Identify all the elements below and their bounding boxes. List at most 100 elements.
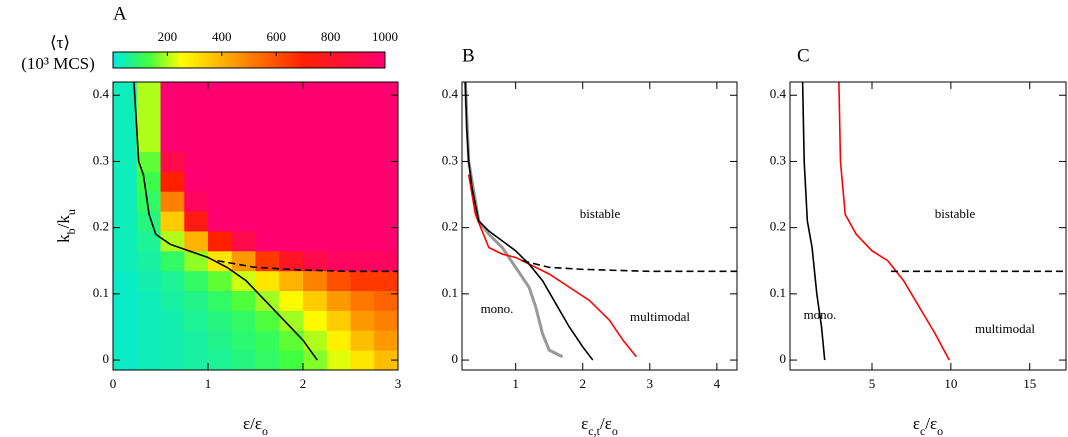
panel-title: A (113, 3, 127, 24)
label-subscript: c (920, 424, 925, 437)
heatmap-cell (350, 310, 375, 331)
x-tick-label: 2 (579, 376, 586, 391)
heatmap-cell (160, 151, 185, 172)
y-tick-label: 0.3 (770, 152, 786, 167)
heatmap-cell (303, 191, 328, 212)
heatmap-cell (113, 230, 138, 252)
heatmap-cell (136, 111, 161, 133)
heatmap-cell (374, 151, 398, 172)
colorbar-tick-label: 800 (321, 29, 341, 44)
x-tick-label: 3 (647, 376, 654, 391)
label-part: ε (581, 414, 588, 433)
y-tick-label: 0.2 (93, 219, 109, 234)
heatmap-cell (231, 230, 256, 252)
heatmap-cell (303, 350, 328, 370)
x-tick-label: 3 (395, 376, 402, 391)
heatmap-cell (279, 350, 304, 370)
heatmap-cell (374, 171, 398, 192)
heatmap-cell (136, 171, 161, 192)
label-subscript: u (64, 209, 78, 215)
heatmap-cell (160, 290, 185, 311)
heatmap-cell (184, 191, 209, 212)
heatmap-cell (113, 151, 138, 172)
heatmap-cell (208, 171, 233, 192)
heatmap-cell (255, 171, 280, 192)
plot-frame (112, 81, 399, 371)
heatmap-cell (350, 350, 375, 370)
y-tick-label: 0 (103, 351, 110, 366)
heatmap-cell (231, 82, 256, 113)
heatmap-cell (113, 191, 138, 212)
heatmap-cell (160, 310, 185, 331)
heatmap-cell (326, 230, 351, 252)
heatmap-cell (374, 310, 398, 331)
heatmap-cell (255, 131, 280, 153)
heatmap-cell (255, 191, 280, 212)
heatmap-cell (208, 270, 233, 292)
heatmap-cell (184, 211, 209, 232)
colorbar-tick-label: 1000 (372, 29, 398, 44)
heatmap-cell (303, 151, 328, 172)
label-subscript: b (64, 228, 78, 234)
heatmap-cell (350, 250, 375, 272)
heatmap-cell (136, 131, 161, 153)
plot-frame (461, 81, 738, 371)
label-subscript: o (612, 424, 618, 437)
label-part: ε/ε (243, 414, 262, 433)
heatmap-cell (231, 191, 256, 212)
heatmap-cell (326, 191, 351, 212)
heatmap-cell (303, 131, 328, 153)
heatmap-cell (208, 350, 233, 370)
heatmap-cell (374, 250, 398, 272)
heatmap-cell (279, 211, 304, 232)
plot-frame (789, 81, 1067, 371)
colorbar-label: (10³ MCS) (21, 54, 95, 73)
heatmap-cell (184, 171, 209, 192)
heatmap-cell (255, 230, 280, 252)
heatmap-cell (255, 270, 280, 292)
colorbar-tick-label: 400 (212, 29, 232, 44)
heatmap-cell (136, 230, 161, 252)
heatmap-cell (208, 310, 233, 331)
panel-title: B (462, 45, 475, 66)
heatmap-cell (303, 171, 328, 192)
heatmap-cell (231, 290, 256, 311)
heatmap-cell (231, 330, 256, 351)
line (217, 259, 398, 273)
heatmap-cell (374, 191, 398, 212)
heatmap-cell (160, 230, 185, 252)
heatmap-cell (184, 350, 209, 370)
line (522, 259, 737, 273)
heatmap-cell (231, 131, 256, 153)
plot-area (463, 82, 737, 361)
y-tick-label: 0.1 (442, 285, 458, 300)
heatmap-cell (326, 350, 351, 370)
y-tick-label: 0.2 (770, 219, 786, 234)
heatmap-cell (136, 270, 161, 292)
heatmap-cell (231, 250, 256, 272)
y-tick-label: 0.4 (442, 86, 459, 101)
heatmap-cell (350, 151, 375, 172)
heatmap-cell (231, 310, 256, 331)
heatmap-cell (279, 191, 304, 212)
heatmap-cell (208, 151, 233, 172)
heatmap-cell (255, 111, 280, 133)
heatmap-cell (374, 211, 398, 232)
heatmap-cell (255, 350, 280, 370)
heatmap-cell (374, 330, 398, 351)
heatmap-cell (160, 250, 185, 272)
heatmap-cell (208, 191, 233, 212)
heatmap-cell (326, 270, 351, 292)
y-tick-label: 0 (780, 351, 787, 366)
heatmap-cell (113, 310, 138, 331)
annotation: multimodal (630, 309, 690, 324)
heatmap-cell (303, 211, 328, 232)
heatmap-cell (113, 171, 138, 192)
heatmap-cell (303, 310, 328, 331)
heatmap-cell (326, 310, 351, 331)
heatmap-cell (113, 82, 138, 113)
heatmap-cell (113, 211, 138, 232)
heatmap-cell (350, 82, 375, 113)
label-subscript: o (937, 424, 943, 437)
line (133, 82, 318, 361)
